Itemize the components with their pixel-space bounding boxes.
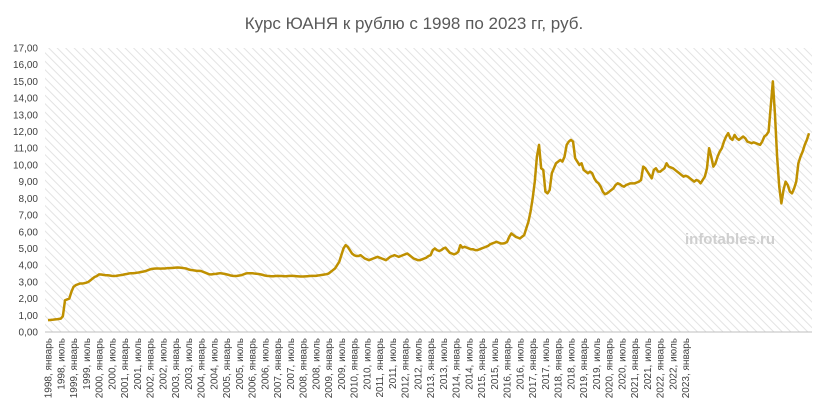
- x-tick-label: 2000, июль: [107, 338, 118, 390]
- x-tick-label: 2008, январь: [299, 338, 310, 398]
- x-tick-label: 2021, июль: [643, 338, 654, 390]
- y-tick-label: 16,00: [13, 60, 38, 71]
- y-tick-label: 8,00: [19, 194, 39, 205]
- x-tick-label: 2019, январь: [579, 338, 590, 398]
- x-tick-label: 1998, январь: [44, 338, 55, 398]
- x-tick-label: 2007, июль: [286, 338, 297, 390]
- x-tick-label: 1999, июль: [82, 338, 93, 390]
- x-tick-label: 2022, январь: [656, 338, 667, 398]
- x-tick-label: 2018, июль: [566, 338, 577, 390]
- x-tick-label: 2023, январь: [681, 338, 692, 398]
- x-tick-label: 2022, июль: [668, 338, 679, 390]
- x-tick-label: 2001, январь: [120, 338, 131, 398]
- y-axis: 0,00 1,00 2,00 3,00 4,00 5,00 6,00 7,00 8,00 9,00…: [13, 44, 38, 339]
- x-tick-label: 2011, январь: [375, 338, 386, 398]
- chart-title: Курс ЮАНЯ к рублю с 1998 по 2023 гг, руб…: [245, 14, 583, 33]
- x-tick-label: 2003, июль: [184, 338, 195, 390]
- x-tick-label: 2015, июль: [490, 338, 501, 390]
- x-tick-label: 2010, январь: [350, 338, 361, 398]
- x-tick-label: 2016, январь: [503, 338, 514, 398]
- x-tick-label: 2017, январь: [528, 338, 539, 398]
- x-tick-label: 2004, июль: [209, 338, 220, 390]
- x-tick-label: 2000, январь: [95, 338, 106, 398]
- x-tick-label: 2005, январь: [222, 338, 233, 398]
- x-tick-label: 2007, январь: [273, 338, 284, 398]
- x-tick-label: 2006, июль: [260, 338, 271, 390]
- x-tick-label: 1998, июль: [56, 338, 67, 390]
- x-tick-label: 2013, июль: [439, 338, 450, 390]
- x-axis: 1998, январь 1998, июль 1999, январь 1999, …: [44, 331, 812, 398]
- y-tick-label: 3,00: [19, 277, 39, 288]
- x-tick-label: 2015, январь: [477, 338, 488, 398]
- x-tick-label: 2018, январь: [554, 338, 565, 398]
- x-tick-label: 2016, июль: [515, 338, 526, 390]
- x-tick-label: 2001, июль: [133, 338, 144, 390]
- x-tick-label: 2011, июль: [388, 338, 399, 389]
- y-tick-label: 13,00: [13, 110, 38, 121]
- series-line: [47, 80, 811, 322]
- y-tick-label: 14,00: [13, 94, 38, 105]
- y-tick-label: 1,00: [19, 311, 39, 322]
- plot-area: [45, 48, 812, 332]
- x-tick-label: 2004, январь: [197, 338, 208, 398]
- x-tick-label: 2008, июль: [311, 338, 322, 390]
- y-tick-label: 12,00: [13, 127, 38, 138]
- y-tick-label: 2,00: [19, 294, 39, 305]
- x-tick-label: 2013, январь: [426, 338, 437, 398]
- x-tick-label: 2020, июль: [617, 338, 628, 390]
- x-tick-label: 2020, январь: [605, 338, 616, 398]
- y-tick-label: 15,00: [13, 77, 38, 88]
- x-tick-label: 2019, июль: [592, 338, 603, 390]
- x-tick-label: 2009, июль: [337, 338, 348, 390]
- x-tick-label: 2021, январь: [630, 338, 641, 398]
- x-tick-label: 2017, июль: [541, 338, 552, 390]
- x-tick-label: 2002, январь: [146, 338, 157, 398]
- x-tick-label: 2009, январь: [324, 338, 335, 398]
- watermark: infotables.ru: [685, 231, 775, 248]
- x-tick-label: 2014, июль: [464, 338, 475, 390]
- y-tick-label: 10,00: [13, 160, 38, 171]
- y-tick-label: 9,00: [19, 177, 39, 188]
- x-tick-label: 2003, январь: [171, 338, 182, 398]
- x-tick-label: 2014, январь: [452, 338, 463, 398]
- y-tick-label: 4,00: [19, 261, 39, 272]
- y-tick-label: 6,00: [19, 227, 39, 238]
- y-tick-label: 0,00: [19, 328, 39, 339]
- y-tick-label: 11,00: [14, 144, 39, 155]
- x-tick-label: 1999, январь: [69, 338, 80, 398]
- y-tick-label: 17,00: [13, 44, 38, 55]
- x-tick-label: 2012, июль: [413, 338, 424, 390]
- y-tick-label: 7,00: [19, 211, 39, 222]
- x-tick-label: 2005, июль: [235, 338, 246, 390]
- x-tick-label: 2012, январь: [401, 338, 412, 398]
- y-tick-label: 5,00: [19, 244, 39, 255]
- x-tick-label: 2002, июль: [158, 338, 169, 390]
- x-tick-label: 2010, июль: [362, 338, 373, 390]
- x-tick-label: 2006, январь: [248, 338, 259, 398]
